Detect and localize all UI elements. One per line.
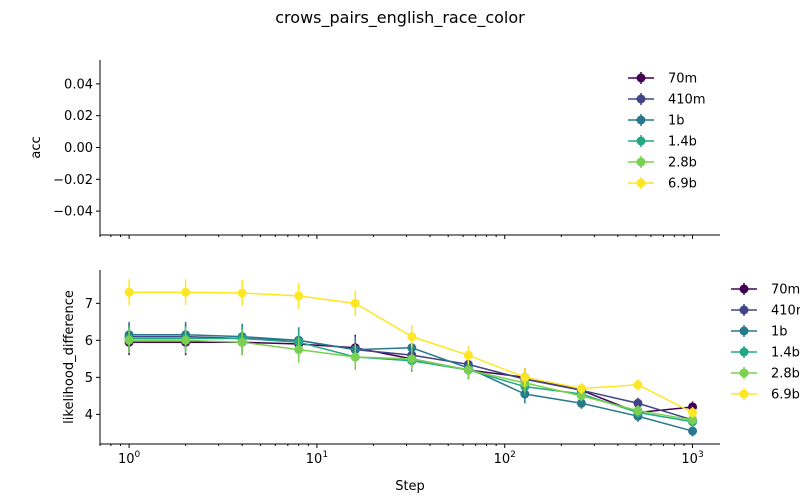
legend-label: 1.4b	[771, 346, 800, 361]
legend-marker	[739, 326, 749, 336]
legend-label: 70m	[771, 283, 800, 298]
legend-label: 6.9b	[668, 177, 697, 192]
data-point	[294, 291, 304, 301]
y-axis-label: likelihood_difference	[62, 290, 77, 424]
data-point	[576, 391, 586, 401]
data-point	[350, 298, 360, 308]
y-tick-label: 4	[85, 408, 93, 423]
legend-marker	[636, 157, 646, 167]
legend-marker	[739, 284, 749, 294]
legend-label: 1b	[771, 325, 788, 340]
legend-marker	[636, 136, 646, 146]
y-tick-label: 0.04	[64, 77, 93, 92]
legend-marker	[739, 389, 749, 399]
data-point	[633, 380, 643, 390]
y-tick-label: 5	[85, 371, 93, 386]
figure-title: crows_pairs_english_race_color	[275, 8, 525, 27]
data-point	[463, 350, 473, 360]
data-point	[688, 415, 698, 425]
data-point	[688, 426, 698, 436]
data-point	[237, 288, 247, 298]
legend: 70m 410m 1b 1.4b 2.8b 6.9b	[731, 283, 800, 403]
legend-marker	[739, 347, 749, 357]
legend-label: 2.8b	[771, 367, 800, 382]
legend-marker	[636, 178, 646, 188]
data-point	[124, 287, 134, 297]
y-tick-label: −0.04	[53, 205, 93, 220]
data-point	[124, 335, 134, 345]
legend-label: 2.8b	[668, 156, 697, 171]
data-point	[633, 398, 643, 408]
legend-label: 1b	[668, 114, 685, 129]
x-tick-label: 103	[681, 450, 703, 467]
y-tick-label: 7	[85, 297, 93, 312]
data-point	[350, 352, 360, 362]
legend-label: 6.9b	[771, 388, 800, 403]
y-tick-label: 6	[85, 334, 93, 349]
data-point	[633, 406, 643, 416]
series-70m	[124, 329, 698, 419]
series-2.8b	[124, 327, 698, 426]
legend: 70m 410m 1b 1.4b 2.8b 6.9b	[628, 72, 705, 192]
x-tick-label: 101	[306, 450, 328, 467]
data-point	[576, 398, 586, 408]
y-tick-label: 0.00	[64, 141, 93, 156]
data-point	[181, 335, 191, 345]
data-point	[407, 332, 417, 342]
likelihood-difference-subplot: 7 6 5 4 100 101 102 103 likelihood_difference Ste…	[62, 270, 800, 494]
data-point	[407, 354, 417, 364]
accuracy-subplot: 0.04 0.02 0.00 −0.02 −0.04 acc 70m 410m 1b 1.4b 2.…	[29, 60, 720, 239]
data-point	[294, 345, 304, 355]
x-tick-label: 102	[494, 450, 516, 467]
legend-marker	[636, 94, 646, 104]
y-tick-label: 0.02	[64, 109, 93, 124]
y-axis-label: acc	[29, 136, 44, 158]
legend-label: 410m	[771, 304, 800, 319]
legend-marker	[739, 305, 749, 315]
data-point	[237, 337, 247, 347]
data-point	[576, 383, 586, 393]
data-point	[520, 372, 530, 382]
data-point	[688, 408, 698, 418]
legend-label: 1.4b	[668, 135, 697, 150]
data-point	[181, 287, 191, 297]
data-point	[463, 365, 473, 375]
legend-label: 70m	[668, 72, 697, 87]
legend-marker	[636, 115, 646, 125]
x-axis-label: Step	[395, 479, 425, 494]
legend-marker	[739, 368, 749, 378]
series-6.9b	[124, 279, 698, 419]
legend-label: 410m	[668, 93, 705, 108]
legend-marker	[636, 73, 646, 83]
x-tick-label: 100	[118, 450, 141, 467]
y-tick-label: −0.02	[53, 173, 93, 188]
